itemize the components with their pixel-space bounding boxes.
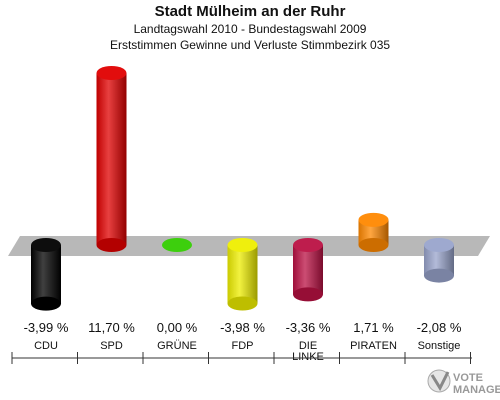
value-labels: -3,99 % 11,70 % 0,00 % -3,98 % -3,36 % 1,71 %… <box>24 320 462 335</box>
bar-top-cap <box>358 212 389 227</box>
category-label: SPD <box>100 340 123 352</box>
bar-bottom-cap <box>31 296 61 311</box>
chart-title: Stadt Mülheim an der Ruhr <box>154 3 346 20</box>
value-label: -3,98 % <box>220 320 265 335</box>
bar-piraten <box>358 212 389 252</box>
category-label: DIE <box>299 340 317 352</box>
value-label: -3,99 % <box>24 320 69 335</box>
logo-text: MANAGER <box>453 384 500 396</box>
bar-top-cap <box>31 238 61 252</box>
value-label: -2,08 % <box>417 320 462 335</box>
bar-bottom-cap <box>293 287 323 302</box>
bar-die-linke <box>293 238 323 302</box>
bar-top-cap <box>227 238 258 252</box>
bar-sonstige <box>424 238 454 283</box>
vote-manager-logo: VOTEMANAGER <box>427 369 500 396</box>
value-label: 1,71 % <box>353 320 394 335</box>
bar-bottom-cap <box>227 296 258 311</box>
chart-subtitle-description: Erststimmen Gewinne und Verluste Stimmbe… <box>109 38 391 52</box>
bar-top-cap <box>162 238 192 252</box>
category-label: GRÜNE <box>157 340 197 352</box>
bar-fdp <box>227 238 258 311</box>
bar-body <box>96 73 127 245</box>
bar-body <box>293 245 323 295</box>
value-label: -3,36 % <box>286 320 331 335</box>
bar-bottom-cap <box>96 238 127 252</box>
bar-grüne <box>162 238 192 252</box>
bar-bottom-cap <box>358 238 389 252</box>
category-label: CDU <box>34 340 58 352</box>
category-label: Sonstige <box>418 340 461 352</box>
bar-bottom-cap <box>424 268 454 283</box>
category-label: FDP <box>232 340 254 352</box>
bar-top-cap <box>293 238 323 252</box>
category-label: LINKE <box>292 351 324 363</box>
bar-spd <box>96 66 127 252</box>
value-label: 11,70 % <box>88 320 135 335</box>
chart-subtitle-election: Landtagswahl 2010 - Bundestagswahl 2009 <box>133 22 367 36</box>
bar-body <box>31 245 61 304</box>
bar-cdu <box>31 238 61 311</box>
chart-header: Stadt Mülheim an der Ruhr Landtagswahl 2… <box>0 0 500 53</box>
bar-top-cap <box>424 238 454 252</box>
bar-body <box>227 245 258 304</box>
bar-top-cap <box>96 66 127 81</box>
logo-text: VOTE <box>453 372 483 384</box>
bars <box>31 66 454 311</box>
logo-check-mark <box>430 371 450 392</box>
category-label: PIRATEN <box>350 340 397 352</box>
value-label: 0,00 % <box>157 320 198 335</box>
